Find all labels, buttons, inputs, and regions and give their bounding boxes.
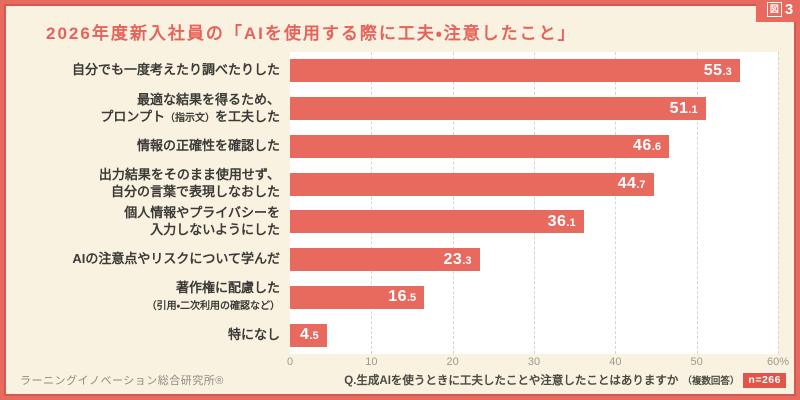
gridline-40 bbox=[615, 52, 617, 354]
bar-track: 16.5 bbox=[290, 279, 778, 317]
category-label: 著作権に配慮した（引用・二次利用の確認など） bbox=[146, 280, 280, 313]
value-label: 23.3 bbox=[443, 250, 472, 268]
bar-track: 46.6 bbox=[290, 128, 778, 166]
bar-51.1: 51.1 bbox=[290, 97, 706, 121]
value-label: 36.1 bbox=[547, 212, 576, 230]
bar-track: 55.3 bbox=[290, 52, 778, 90]
gridline-30 bbox=[534, 52, 535, 354]
chart-row: 自分でも一度考えたり調べたりした 55.3 bbox=[44, 52, 778, 90]
source-label: ラーニングイノベーション総合研究所® bbox=[20, 375, 224, 387]
category-label: 情報の正確性を確認した bbox=[136, 137, 280, 153]
chart-row: AIの注意点やリスクについて学んだ 23.3 bbox=[44, 241, 778, 279]
chart-row: 情報の正確性を確認した 46.6 bbox=[44, 128, 778, 166]
value-label: 55.3 bbox=[703, 61, 732, 79]
value-label: 44.7 bbox=[617, 175, 646, 193]
bar-55.3: 55.3 bbox=[290, 59, 740, 83]
bar-4.5: 4.5 bbox=[290, 323, 327, 347]
bar-46.6: 46.6 bbox=[290, 134, 669, 158]
bar-track: 36.1 bbox=[290, 203, 778, 241]
x-tick-40: 40 bbox=[609, 356, 622, 368]
chart-row: 出力結果をそのまま使用せず、 自分の言葉で表現しなおした 44.7 bbox=[44, 165, 778, 203]
x-tick-10: 10 bbox=[365, 356, 378, 368]
bar-track: 51.1 bbox=[290, 90, 778, 128]
x-tick-30: 30 bbox=[527, 356, 541, 368]
figure-number: 3 bbox=[784, 0, 794, 18]
x-axis: 0 10 20 30 40 50 60% bbox=[286, 356, 789, 372]
bar-23.3: 23.3 bbox=[290, 248, 480, 272]
category-label: 特になし bbox=[227, 326, 280, 342]
value-label: 51.1 bbox=[669, 99, 698, 117]
chart-row: 個人情報やプライバシーを 入力しないようにした 36.1 bbox=[44, 203, 778, 241]
category-label: 個人情報やプライバシーを 入力しないようにした bbox=[124, 204, 280, 237]
x-tick-20: 20 bbox=[446, 356, 459, 368]
category-label: 最適な結果を得るため、 プロンプト（指示文）を工夫した bbox=[100, 91, 280, 124]
value-label: 16.5 bbox=[388, 288, 417, 306]
bar-16.5: 16.5 bbox=[290, 285, 425, 309]
bar-chart: 自分でも一度考えたり調べたりした 55.3 最適な結果を得るため、 プロンプト（指示文… bbox=[44, 52, 779, 354]
survey-question-row: Q.生成AIを使うときに工夫したことや注意したことはありますか （複数回答） n=… bbox=[344, 372, 786, 388]
x-tick-60: 60% bbox=[766, 356, 790, 368]
bar-36.1: 36.1 bbox=[290, 210, 584, 234]
chart-row: 著作権に配慮した（引用・二次利用の確認など） 16.5 bbox=[44, 279, 778, 317]
gridline-60 bbox=[778, 52, 779, 354]
figure-number-badge: 図 3 bbox=[756, 0, 800, 22]
chart-title: 2026年度新入社員の「AIを使用する際に工夫・注意したこと」 bbox=[46, 24, 577, 43]
figure-icon: 図 bbox=[766, 1, 782, 17]
gridline-50 bbox=[696, 52, 698, 354]
x-tick-0: 0 bbox=[286, 356, 294, 368]
survey-question-note: （複数回答） bbox=[682, 376, 740, 387]
gridline-20 bbox=[452, 52, 454, 354]
sample-size-badge: n=266 bbox=[743, 372, 786, 388]
category-label: AIの注意点やリスクについて学んだ bbox=[72, 251, 280, 267]
bar-44.7: 44.7 bbox=[290, 172, 654, 196]
content-panel: 2026年度新入社員の「AIを使用する際に工夫・注意したこと」 自分でも一度考え… bbox=[4, 4, 796, 396]
value-label: 4.5 bbox=[300, 326, 319, 344]
x-tick-50: 50 bbox=[690, 356, 703, 368]
value-label: 46.6 bbox=[633, 137, 661, 155]
bar-track: 4.5 bbox=[290, 316, 778, 354]
bar-track: 23.3 bbox=[290, 241, 778, 279]
chart-row: 最適な結果を得るため、 プロンプト（指示文）を工夫した 51.1 bbox=[44, 90, 778, 128]
bar-rows: 自分でも一度考えたり調べたりした 55.3 最適な結果を得るため、 プロンプト（指示文… bbox=[44, 52, 778, 354]
bar-track: 44.7 bbox=[290, 165, 778, 203]
category-label: 自分でも一度考えたり調べたりした bbox=[71, 62, 280, 78]
gridline-10 bbox=[371, 52, 373, 354]
chart-row: 特になし 4.5 bbox=[44, 316, 778, 354]
category-label: 出力結果をそのまま使用せず、 自分の言葉で表現しなおした bbox=[98, 167, 280, 200]
survey-question: Q.生成AIを使うときに工夫したことや注意したことはありますか bbox=[344, 375, 679, 387]
